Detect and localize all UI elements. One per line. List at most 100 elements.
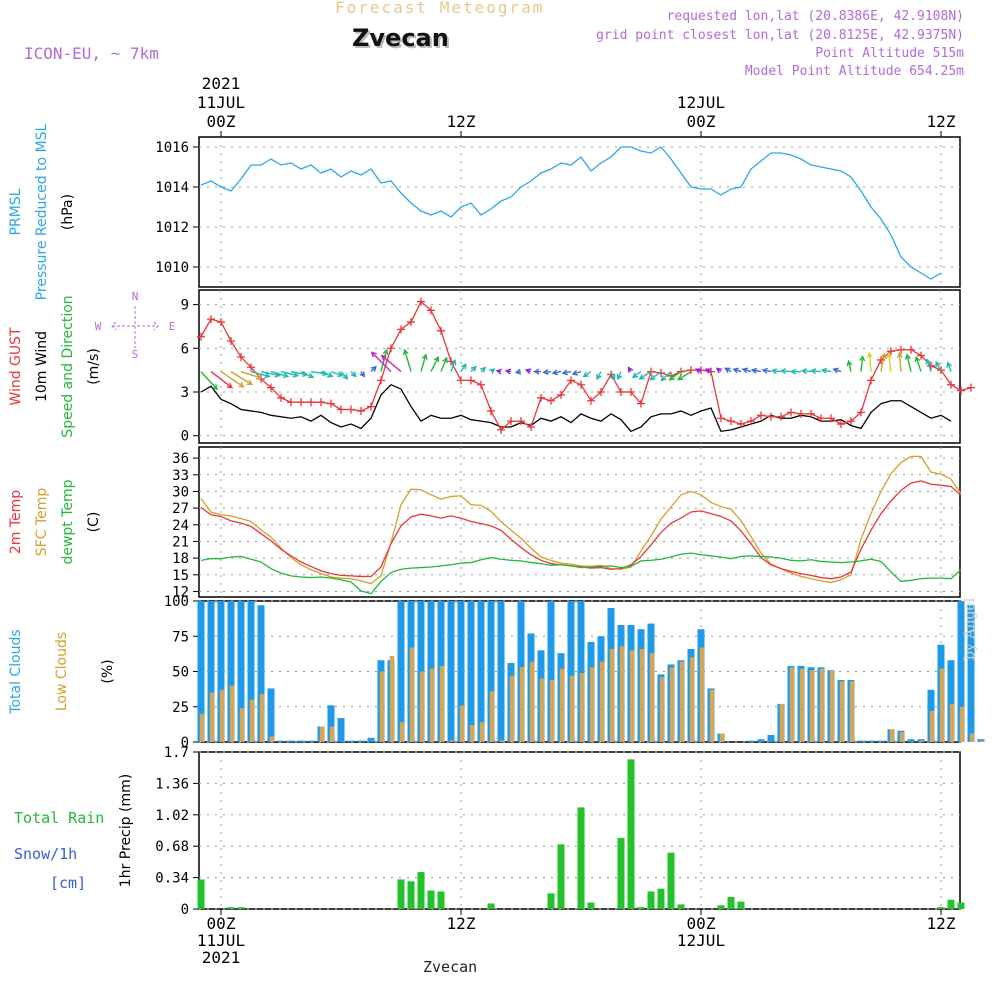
low-cloud-bar-50 [699,647,705,742]
wind-arrowhead-14 [342,373,349,380]
gust-marker-59 [787,408,795,417]
gust-marker-24 [437,326,445,335]
rain-bar-38 [577,807,585,909]
wind-arrow-12 [320,370,333,378]
wind-arrowhead-53 [724,367,731,374]
total-cloud-bar-57 [767,734,775,742]
wind-arrow-59 [781,370,792,373]
panel-frame-temperature [198,446,961,598]
legend-snow: Snow/1h [14,845,77,863]
wind-arrowhead-46 [649,374,656,381]
wind-arrow-49 [677,371,692,381]
gust-marker-40 [597,388,605,396]
wind-arrow-6 [260,370,280,377]
total-cloud-bar-17 [367,737,375,742]
wind-arrow-66 [860,356,864,372]
gust-marker-57 [767,412,775,421]
low-cloud-bar-30 [499,740,505,742]
wind-arrowhead-75 [946,361,953,368]
ylabel-temperature-0: 2m Temp [8,490,24,554]
wind-arrowhead-48 [668,374,675,381]
ytick-label-precip-1: 0.34 [155,871,189,887]
panel-frame-wind [198,289,961,444]
low-cloud-bar-37 [569,675,575,742]
gust-marker-34 [537,393,545,402]
total-cloud-bar-13 [327,705,335,742]
gust-marker-1 [207,315,215,324]
ytick-label-temperature-7: 33 [172,468,189,484]
ytick-label-precip-0: 0 [181,902,189,918]
gust-marker-28 [477,380,485,389]
gust-marker-75 [947,380,955,389]
rain-bar-54 [737,901,745,909]
ytick-label-pressure-1: 1012 [155,220,189,236]
gust-marker-3 [227,337,235,345]
ytick-label-pressure-2: 1014 [155,180,189,196]
low-cloud-bar-1 [209,692,215,742]
rain-bar-74 [937,907,945,909]
gust-marker-72 [917,351,925,360]
rain-bar-36 [557,844,565,909]
wind-arrowhead-29 [489,368,496,375]
gust-marker-71 [907,345,915,354]
low-cloud-bar-0 [199,713,205,742]
gust-marker-7 [267,383,275,392]
low-cloud-bar-13 [329,726,335,742]
top-time-label-2-0: 12JUL [677,93,725,112]
gust-marker-22 [417,297,425,306]
low-cloud-bar-38 [579,672,585,742]
rain-bar-42 [617,837,625,909]
wind-arrow-73 [926,359,932,372]
total-cloud-bar-37 [567,601,575,742]
low-cloud-bar-18 [379,671,385,742]
wind-arrowhead-65 [846,359,853,367]
rain-bar-47 [667,852,675,909]
compass-cross [111,306,159,348]
low-cloud-bar-78 [979,740,985,742]
gust-marker-4 [237,353,245,362]
wind-arrowhead-39 [582,371,589,378]
wind-arrow-46 [650,371,662,381]
wind-arrowhead-61 [800,368,808,375]
rain-bar-29 [487,903,495,909]
wind-arrow-21 [403,349,412,372]
low-cloud-bar-65 [849,681,855,742]
gust-marker-53 [727,417,735,426]
panel-frame-pressure [198,136,961,288]
wind-arrowhead-30 [495,368,502,375]
rain-bar-22 [417,872,425,909]
gust-marker-44 [637,399,645,408]
ytick-label-temperature-8: 36 [172,451,189,467]
rain-bar-76 [957,902,965,909]
gust-marker-54 [737,420,745,429]
gust-marker-18 [377,376,385,385]
gust-marker-64 [837,420,845,429]
legend-rain: Total Rain [14,809,104,827]
wind-arrow-14 [340,371,348,380]
gust-marker-36 [557,390,565,399]
ytick-label-pressure-3: 1016 [155,140,189,156]
gust-marker-5 [247,363,255,372]
total-cloud-bar-27 [467,601,475,742]
wind-arrow-48 [669,371,682,381]
total-cloud-bar-8 [277,740,285,742]
total-cloud-bar-38 [577,601,585,742]
wind-arrowhead-56 [750,367,758,374]
low-cloud-bar-26 [459,705,465,742]
wind-arrow-23 [430,356,439,372]
ytick-label-wind-1: 3 [181,385,189,401]
low-cloud-bar-25 [449,740,455,742]
ytick-label-clouds-4: 100 [164,594,189,610]
wind-arrow-69 [887,353,892,372]
wind-arrow-61 [802,370,812,373]
total-cloud-bar-20 [397,601,405,742]
total-cloud-bar-11 [307,740,315,742]
gust-marker-61 [807,409,815,418]
wind-arrow-72 [915,356,922,372]
wind-arrowhead-63 [820,367,828,374]
wind-arrowhead-13 [337,371,344,378]
ylabel-clouds-2: (%) [100,659,116,683]
gust-marker-76 [957,386,965,395]
wind-arrowhead-74 [935,360,941,368]
low-cloud-bar-64 [839,681,845,742]
